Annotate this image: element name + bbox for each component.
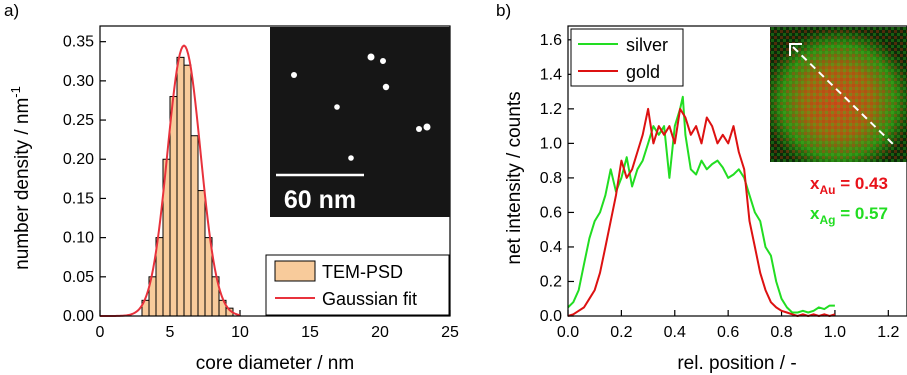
panel-b-label: b) [496, 1, 511, 20]
panel-a-chart: a) number density / nm-1 core diameter /… [4, 1, 459, 374]
panel-a-ylabel: number density / nm-1 [8, 86, 33, 270]
a-ytick-label: 0.15 [63, 190, 94, 207]
b-ytick-label: 1.0 [540, 135, 562, 152]
b-xtick-label: 0.8 [770, 324, 792, 341]
a-ytick-label: 0.30 [63, 73, 94, 90]
b-xtick-label: 0.0 [557, 324, 579, 341]
legend-label-gaussian-fit: Gaussian fit [322, 289, 417, 309]
b-ytick-label: 1.6 [540, 32, 562, 49]
annotation-x-ag: xAg = 0.57 [810, 204, 888, 227]
edx-map-inset [770, 27, 907, 162]
b-xtick-label: 0.4 [664, 324, 686, 341]
b-xtick-label: 1.0 [824, 324, 846, 341]
a-xtick-label: 25 [441, 324, 459, 341]
series-line-gold [567, 107, 836, 317]
a-ytick-label: 0.35 [63, 34, 94, 51]
a-xtick-label: 0 [96, 324, 105, 341]
b-ytick-label: 0.8 [540, 170, 562, 187]
panel-a-label: a) [4, 1, 19, 20]
panel-a-xlabel: core diameter / nm [196, 353, 354, 374]
a-ytick-label: 0.20 [63, 151, 94, 168]
a-ytick-label: 0.00 [63, 308, 94, 325]
b-ytick-label: 0.4 [540, 239, 562, 256]
tem-inset-image: 60 nm [270, 27, 450, 217]
a-xtick-label: 15 [301, 324, 319, 341]
legend-label-gold: gold [626, 62, 660, 82]
panel-b-xlabel: rel. position / - [677, 353, 796, 374]
panel-a-ticks: 0 5 10 15 20 25 0.00 0.05 0.10 0.15 0.20 0.25 0.30 0.… [63, 34, 459, 341]
annotation-x-au: xAu = 0.43 [810, 174, 888, 197]
b-ytick-label: 0.2 [540, 273, 562, 290]
panel-b-lines [567, 95, 836, 317]
scale-bar-label: 60 nm [284, 186, 356, 214]
histogram-bar [190, 135, 199, 317]
b-ytick-label: 1.2 [540, 101, 562, 118]
a-xtick-label: 5 [166, 324, 175, 341]
b-xtick-label: 0.2 [610, 324, 632, 341]
panel-a-histogram [141, 56, 234, 317]
series-line-silver [567, 95, 835, 314]
b-ytick-label: 1.4 [540, 66, 562, 83]
histogram-bar [176, 56, 185, 317]
panel-b-ylabel: net intensity / counts [504, 91, 525, 264]
arrow-head-icon [789, 43, 802, 56]
b-ytick-label: 0.6 [540, 204, 562, 221]
legend-label-tem-psd: TEM-PSD [322, 262, 403, 282]
a-ytick-label: 0.25 [63, 112, 94, 129]
a-xtick-label: 20 [371, 324, 389, 341]
panel-b-frame [567, 25, 907, 317]
histogram-bar [169, 96, 178, 317]
b-xtick-label: 1.2 [877, 324, 899, 341]
panel-b-chart: b) net intensity / counts rel. position … [496, 1, 907, 374]
a-ytick-label: 0.05 [63, 269, 94, 286]
panel-b-ticks: 0.0 0.2 0.4 0.6 0.8 1.0 1.2 0.0 0.2 0.4 0.6 0.8 1.0 1… [540, 32, 900, 341]
histogram-bar [197, 190, 206, 317]
histogram-bar [183, 64, 192, 317]
legend-swatch-tem-psd [274, 260, 316, 282]
panel-a-legend: TEM-PSD Gaussian fit [265, 254, 450, 316]
legend-label-silver: silver [626, 35, 668, 55]
panel-b-legend: silver gold [570, 28, 684, 87]
a-xtick-label: 10 [231, 324, 249, 341]
b-xtick-label: 0.6 [717, 324, 739, 341]
a-ytick-label: 0.10 [63, 230, 94, 247]
b-ytick-label: 0.0 [540, 308, 562, 325]
